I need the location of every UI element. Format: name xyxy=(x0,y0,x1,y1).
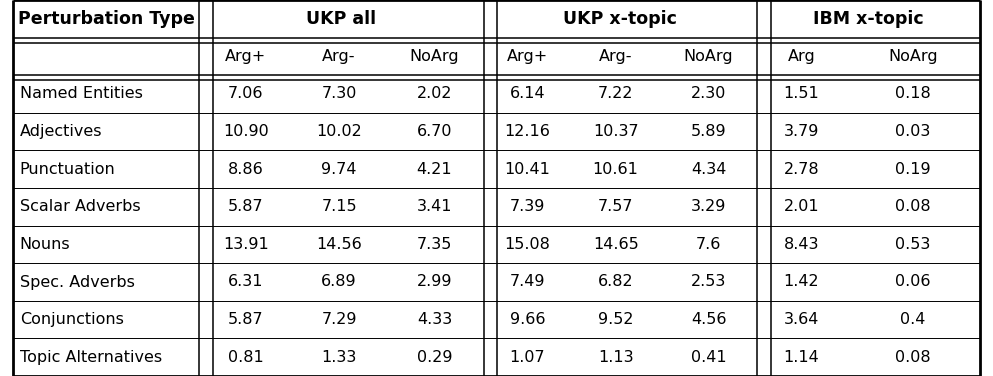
Text: 0.41: 0.41 xyxy=(691,350,726,365)
Text: 7.06: 7.06 xyxy=(228,86,263,102)
Text: 7.30: 7.30 xyxy=(322,86,356,102)
Text: UKP all: UKP all xyxy=(306,10,376,28)
Text: 6.89: 6.89 xyxy=(322,274,356,290)
Text: 14.56: 14.56 xyxy=(316,237,362,252)
Text: Adjectives: Adjectives xyxy=(20,124,102,139)
Text: 5.89: 5.89 xyxy=(691,124,726,139)
Text: 1.42: 1.42 xyxy=(783,274,819,290)
Text: 7.22: 7.22 xyxy=(598,86,634,102)
Text: 0.29: 0.29 xyxy=(417,350,452,365)
Text: 6.14: 6.14 xyxy=(509,86,545,102)
Text: 7.29: 7.29 xyxy=(322,312,356,327)
Text: 0.53: 0.53 xyxy=(896,237,930,252)
Text: 7.6: 7.6 xyxy=(696,237,721,252)
Text: 0.08: 0.08 xyxy=(896,350,930,365)
Text: 2.78: 2.78 xyxy=(783,162,819,177)
Text: 0.06: 0.06 xyxy=(896,274,930,290)
Text: 1.13: 1.13 xyxy=(598,350,634,365)
Text: 12.16: 12.16 xyxy=(504,124,550,139)
Text: Punctuation: Punctuation xyxy=(20,162,115,177)
Text: 7.35: 7.35 xyxy=(417,237,452,252)
Text: 7.15: 7.15 xyxy=(322,199,356,214)
Text: 5.87: 5.87 xyxy=(228,199,263,214)
Text: Topic Alternatives: Topic Alternatives xyxy=(20,350,162,365)
Text: Arg+: Arg+ xyxy=(225,49,266,64)
Text: 3.41: 3.41 xyxy=(417,199,452,214)
Text: 2.01: 2.01 xyxy=(783,199,819,214)
Text: Arg+: Arg+ xyxy=(506,49,548,64)
Text: Conjunctions: Conjunctions xyxy=(20,312,124,327)
Text: 10.37: 10.37 xyxy=(593,124,638,139)
Text: 10.41: 10.41 xyxy=(504,162,550,177)
Text: 0.19: 0.19 xyxy=(896,162,930,177)
Text: 3.29: 3.29 xyxy=(691,199,726,214)
Text: Perturbation Type: Perturbation Type xyxy=(18,10,195,28)
Text: 6.31: 6.31 xyxy=(228,274,263,290)
Text: 2.53: 2.53 xyxy=(691,274,726,290)
Text: 8.86: 8.86 xyxy=(227,162,264,177)
Text: NoArg: NoArg xyxy=(889,49,937,64)
Text: 1.33: 1.33 xyxy=(322,350,356,365)
Text: 13.91: 13.91 xyxy=(222,237,269,252)
Text: 6.82: 6.82 xyxy=(598,274,634,290)
Text: 3.64: 3.64 xyxy=(783,312,819,327)
Text: 10.02: 10.02 xyxy=(316,124,362,139)
Text: 2.02: 2.02 xyxy=(417,86,452,102)
Text: 1.51: 1.51 xyxy=(783,86,819,102)
Text: 15.08: 15.08 xyxy=(504,237,550,252)
Text: Scalar Adverbs: Scalar Adverbs xyxy=(20,199,140,214)
Text: 4.56: 4.56 xyxy=(691,312,726,327)
Text: 0.4: 0.4 xyxy=(901,312,925,327)
Text: 14.65: 14.65 xyxy=(593,237,638,252)
Text: 1.07: 1.07 xyxy=(509,350,545,365)
Text: NoArg: NoArg xyxy=(684,49,733,64)
Text: 0.81: 0.81 xyxy=(227,350,264,365)
Text: 7.57: 7.57 xyxy=(598,199,634,214)
Text: Nouns: Nouns xyxy=(20,237,71,252)
Text: 8.43: 8.43 xyxy=(783,237,819,252)
Text: 6.70: 6.70 xyxy=(417,124,452,139)
Text: 4.21: 4.21 xyxy=(417,162,452,177)
Text: 0.18: 0.18 xyxy=(895,86,931,102)
Text: 4.33: 4.33 xyxy=(417,312,452,327)
Text: 0.03: 0.03 xyxy=(896,124,930,139)
Text: Arg: Arg xyxy=(787,49,815,64)
Text: 9.52: 9.52 xyxy=(598,312,634,327)
Text: 9.74: 9.74 xyxy=(322,162,356,177)
Text: 1.14: 1.14 xyxy=(783,350,819,365)
Text: 10.61: 10.61 xyxy=(593,162,638,177)
Text: 4.34: 4.34 xyxy=(691,162,726,177)
Text: UKP x-topic: UKP x-topic xyxy=(563,10,677,28)
Text: 3.79: 3.79 xyxy=(783,124,819,139)
Text: NoArg: NoArg xyxy=(410,49,459,64)
Text: 7.49: 7.49 xyxy=(509,274,545,290)
Text: Named Entities: Named Entities xyxy=(20,86,143,102)
Text: 5.87: 5.87 xyxy=(228,312,263,327)
Text: 9.66: 9.66 xyxy=(509,312,545,327)
Text: 2.30: 2.30 xyxy=(691,86,726,102)
Text: Arg-: Arg- xyxy=(599,49,633,64)
Text: 2.99: 2.99 xyxy=(417,274,452,290)
Text: 0.08: 0.08 xyxy=(896,199,930,214)
Text: IBM x-topic: IBM x-topic xyxy=(813,10,923,28)
Text: Spec. Adverbs: Spec. Adverbs xyxy=(20,274,135,290)
Text: 7.39: 7.39 xyxy=(509,199,545,214)
Text: 10.90: 10.90 xyxy=(222,124,269,139)
Text: Arg-: Arg- xyxy=(323,49,355,64)
